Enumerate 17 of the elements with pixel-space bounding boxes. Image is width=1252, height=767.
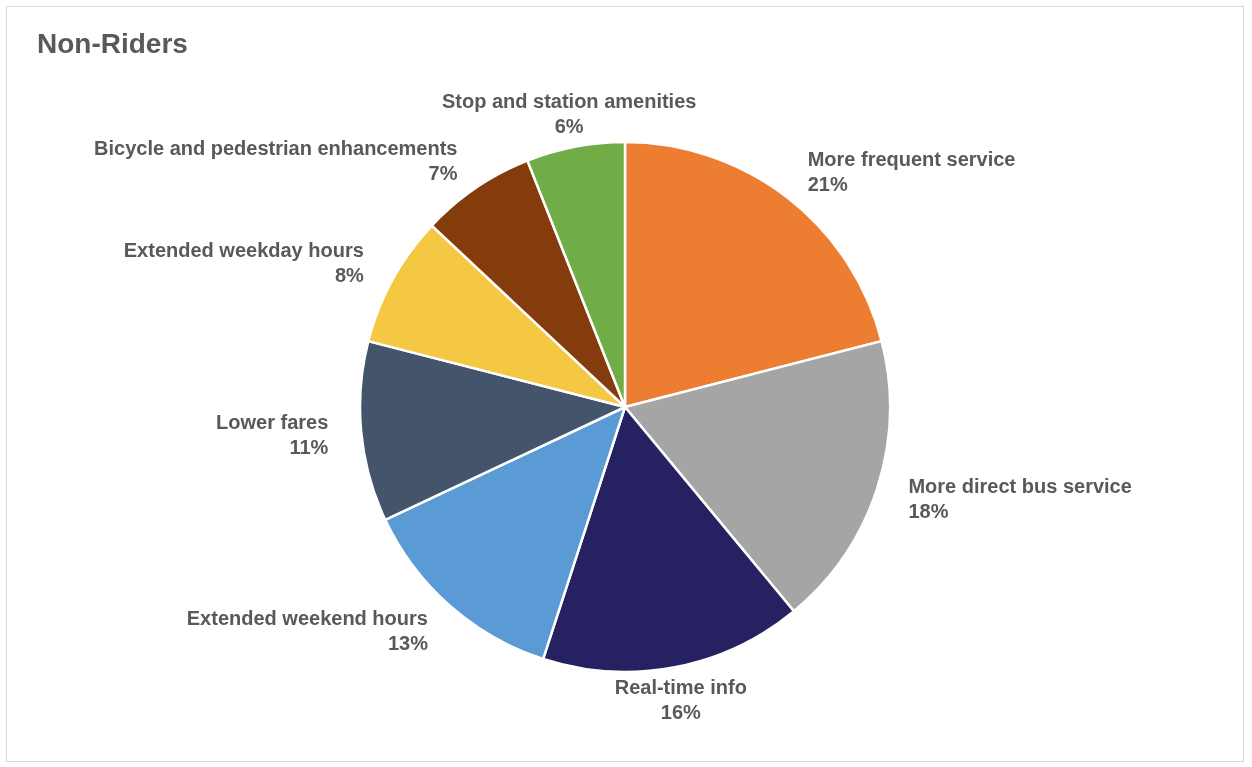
slice-label: Bicycle and pedestrian enhancements (94, 136, 458, 159)
data-label: 6% (554, 115, 584, 138)
data-label: 21% (807, 172, 848, 195)
slice-label: Lower fares (216, 411, 329, 434)
data-label: 18% (908, 500, 949, 523)
chart-title: Non-Riders (37, 28, 188, 59)
slice-label: More frequent service (807, 147, 1016, 170)
data-label: 16% (660, 700, 702, 723)
data-label: 7% (428, 161, 458, 184)
slice-label: Real-time info (614, 675, 747, 698)
data-label: 13% (387, 631, 429, 654)
data-label: 11% (289, 436, 329, 459)
slice-label: Extended weekday hours (123, 239, 364, 262)
slice-label: More direct bus service (908, 475, 1132, 498)
slice-label: Stop and station amenities (441, 90, 697, 113)
slice-label: Extended weekend hours (186, 606, 428, 629)
data-label: 8% (334, 264, 365, 287)
